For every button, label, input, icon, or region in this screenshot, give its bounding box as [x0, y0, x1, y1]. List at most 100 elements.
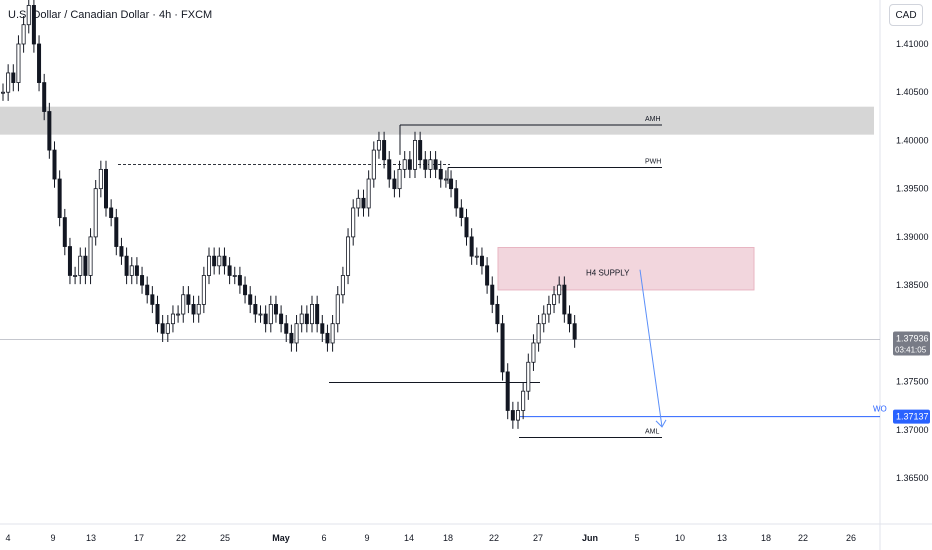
x-tick-label: 14: [404, 533, 414, 543]
candle: [346, 228, 351, 285]
y-tick-label: 1.40500: [896, 87, 929, 97]
candle: [212, 247, 217, 275]
candle-body: [371, 149, 376, 180]
candle-body: [11, 72, 16, 83]
candle-body: [443, 178, 448, 181]
candle: [237, 266, 242, 294]
candle-body: [495, 303, 500, 325]
candle-body: [505, 371, 510, 411]
candle-body: [376, 140, 381, 151]
candle-body: [222, 255, 227, 267]
candle-body: [516, 410, 521, 421]
candle: [93, 179, 98, 246]
candle-body: [57, 178, 62, 218]
candle: [109, 199, 114, 227]
candle: [21, 16, 26, 53]
candle: [73, 266, 78, 285]
y-tick-label: 1.40000: [896, 135, 929, 145]
am-range-zone[interactable]: [0, 106, 874, 135]
x-tick-label: May: [272, 533, 290, 543]
candle-body: [325, 332, 330, 344]
candle: [392, 170, 397, 198]
y-tick-label: 1.36500: [896, 473, 929, 483]
candle: [552, 286, 557, 314]
level-amh-label: AMH: [645, 116, 661, 123]
candle-body: [294, 323, 299, 344]
candle-body: [552, 294, 557, 305]
candle: [134, 257, 139, 285]
candle: [516, 401, 521, 429]
candle: [42, 73, 47, 121]
candle: [382, 131, 387, 169]
candle-body: [206, 255, 211, 276]
candle: [186, 286, 191, 314]
x-tick-label: 6: [321, 533, 326, 543]
y-tick-label: 1.41000: [896, 39, 929, 49]
candle-body: [114, 217, 119, 247]
candle-body: [150, 294, 155, 305]
candle-body: [546, 303, 551, 315]
candle: [232, 266, 237, 285]
projection-arrow-line[interactable]: [639, 269, 663, 427]
y-tick-label: 1.38500: [896, 280, 929, 290]
candle-body: [412, 140, 417, 170]
candle-body: [567, 313, 572, 325]
candle-body: [176, 313, 181, 316]
h4-supply-zone[interactable]: [497, 246, 755, 291]
candle: [129, 257, 134, 285]
candle-body: [521, 390, 526, 411]
candle-body: [165, 323, 170, 334]
candle-body: [361, 197, 366, 209]
candle: [479, 247, 484, 275]
x-tick-label: 17: [134, 533, 144, 543]
candle: [294, 315, 299, 352]
candle-body: [104, 168, 109, 209]
candle: [510, 401, 515, 429]
candle: [227, 257, 232, 285]
candle-body: [284, 323, 289, 334]
candle: [526, 353, 531, 400]
candle-body: [98, 168, 103, 190]
candle-body: [237, 275, 242, 286]
y-tick-label: 1.37500: [896, 377, 929, 387]
candle-body: [16, 43, 21, 83]
candle-body: [320, 323, 325, 334]
candle: [165, 315, 170, 343]
candle-body: [88, 236, 93, 276]
candle: [418, 131, 423, 169]
candle-body: [428, 159, 433, 170]
candle-body: [572, 323, 577, 340]
x-tick-label: 5: [634, 533, 639, 543]
candle-body: [212, 255, 217, 267]
candle-body: [449, 178, 454, 190]
current-price-tag: [893, 331, 930, 356]
candle-body: [268, 303, 273, 325]
candle: [119, 237, 124, 265]
candle-body: [253, 303, 258, 315]
candle-body: [201, 275, 206, 305]
candle: [356, 189, 361, 217]
wo-price-label: 1.37137: [896, 412, 929, 422]
candle-body: [351, 207, 356, 238]
candle-body: [42, 82, 47, 112]
candle: [57, 170, 62, 227]
candle: [62, 208, 67, 256]
x-tick-label: 25: [220, 533, 230, 543]
candle: [562, 276, 567, 323]
candle: [546, 295, 551, 323]
candle: [449, 170, 454, 198]
candle: [407, 151, 412, 179]
candle: [325, 324, 330, 352]
candle: [299, 305, 304, 333]
candle: [423, 151, 428, 179]
candle: [150, 286, 155, 314]
currency-scale-button[interactable]: CAD: [889, 4, 923, 26]
candle-body: [191, 303, 196, 315]
candle: [397, 160, 402, 198]
candle: [521, 382, 526, 420]
level-aml-label: AML: [645, 428, 660, 435]
x-tick-label: 27: [533, 533, 543, 543]
candle-body: [0, 91, 6, 94]
candle: [315, 295, 320, 333]
